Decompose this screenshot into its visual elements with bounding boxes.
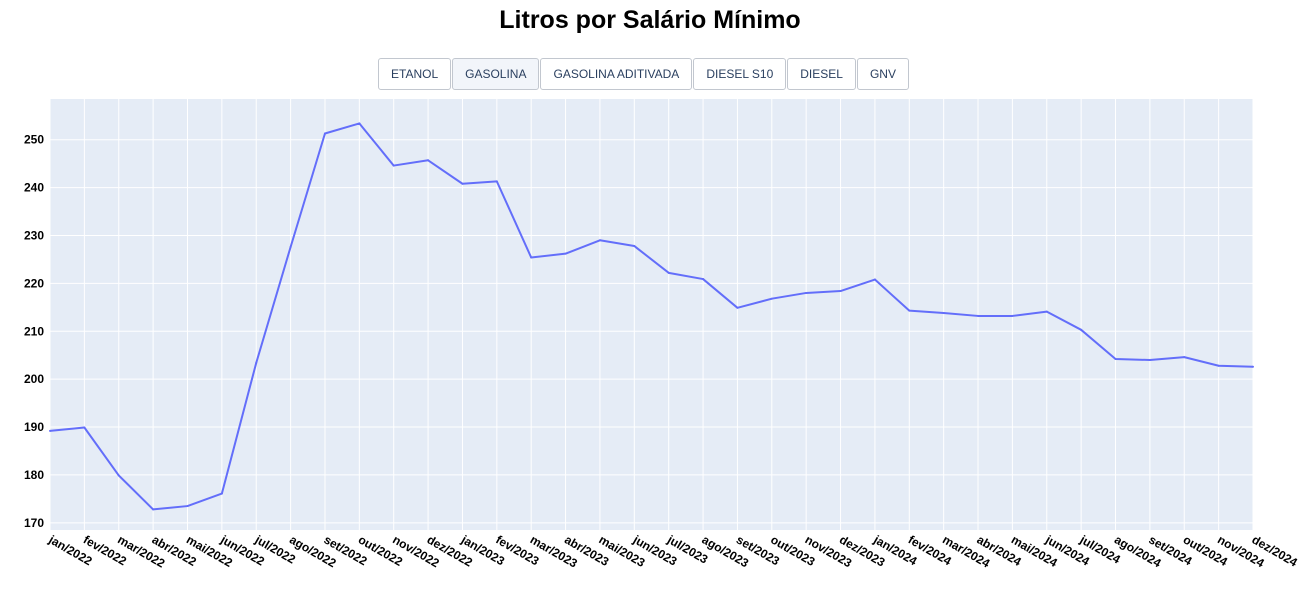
gridlines bbox=[49, 99, 1254, 530]
data-point[interactable] bbox=[323, 132, 326, 135]
y-tick-label: 210 bbox=[24, 324, 44, 338]
data-point[interactable] bbox=[598, 239, 601, 242]
data-point[interactable] bbox=[1080, 328, 1083, 331]
y-tick-label: 240 bbox=[24, 181, 44, 195]
data-point[interactable] bbox=[1114, 358, 1117, 361]
data-point[interactable] bbox=[152, 508, 155, 511]
data-point[interactable] bbox=[1252, 365, 1254, 368]
data-point[interactable] bbox=[633, 245, 636, 248]
y-tick-label: 180 bbox=[24, 468, 44, 482]
data-point[interactable] bbox=[289, 245, 292, 248]
data-point[interactable] bbox=[839, 290, 842, 293]
data-point[interactable] bbox=[564, 252, 567, 255]
y-tick-label: 220 bbox=[24, 276, 44, 290]
data-point[interactable] bbox=[702, 278, 705, 281]
data-point[interactable] bbox=[358, 122, 361, 125]
y-tick-label: 230 bbox=[24, 228, 44, 242]
data-point[interactable] bbox=[530, 256, 533, 259]
data-point[interactable] bbox=[1011, 314, 1014, 317]
data-point[interactable] bbox=[117, 474, 120, 477]
data-point[interactable] bbox=[770, 297, 773, 300]
gasolina-button[interactable]: GASOLINA bbox=[452, 58, 540, 90]
data-point[interactable] bbox=[667, 271, 670, 274]
data-point[interactable] bbox=[736, 306, 739, 309]
data-point[interactable] bbox=[186, 505, 189, 508]
chart-title: Litros por Salário Mínimo bbox=[499, 6, 801, 34]
data-point[interactable] bbox=[461, 182, 464, 185]
series-line bbox=[49, 122, 1254, 511]
data-point[interactable] bbox=[49, 429, 51, 432]
gasolina-aditivada-button[interactable]: GASOLINA ADITIVADA bbox=[540, 58, 693, 90]
data-point[interactable] bbox=[392, 164, 395, 167]
y-tick-label: 200 bbox=[24, 372, 44, 386]
data-point[interactable] bbox=[1183, 356, 1186, 359]
y-tick-label: 190 bbox=[24, 420, 44, 434]
data-point[interactable] bbox=[427, 159, 430, 162]
y-axis-ticks: 170 180 190 200 210 220 230 240 250 bbox=[24, 133, 44, 530]
data-point[interactable] bbox=[805, 291, 808, 294]
data-point[interactable] bbox=[1045, 310, 1048, 313]
data-point[interactable] bbox=[873, 278, 876, 281]
data-point[interactable] bbox=[220, 492, 223, 495]
x-axis-ticks: jan/2022fev/2022mar/2022abr/2022mai/2022… bbox=[46, 532, 1300, 571]
fuel-type-button-group: ETANOL GASOLINA GASOLINA ADITIVADA DIESE… bbox=[378, 58, 909, 90]
data-point[interactable] bbox=[1148, 358, 1151, 361]
data-point[interactable] bbox=[942, 312, 945, 315]
y-tick-label: 170 bbox=[24, 516, 44, 530]
data-point[interactable] bbox=[908, 309, 911, 312]
diesel-s10-button[interactable]: DIESEL S10 bbox=[693, 58, 787, 90]
gnv-button[interactable]: GNV bbox=[856, 58, 909, 90]
data-point[interactable] bbox=[977, 314, 980, 317]
data-point[interactable] bbox=[255, 361, 258, 364]
data-point[interactable] bbox=[1217, 364, 1220, 367]
data-point[interactable] bbox=[495, 180, 498, 183]
series-layer bbox=[49, 122, 1254, 511]
y-tick-label: 250 bbox=[24, 133, 44, 147]
diesel-button[interactable]: DIESEL bbox=[787, 58, 856, 90]
plot-area bbox=[50, 99, 1253, 530]
data-point[interactable] bbox=[83, 426, 86, 429]
etanol-button[interactable]: ETANOL bbox=[378, 58, 452, 90]
